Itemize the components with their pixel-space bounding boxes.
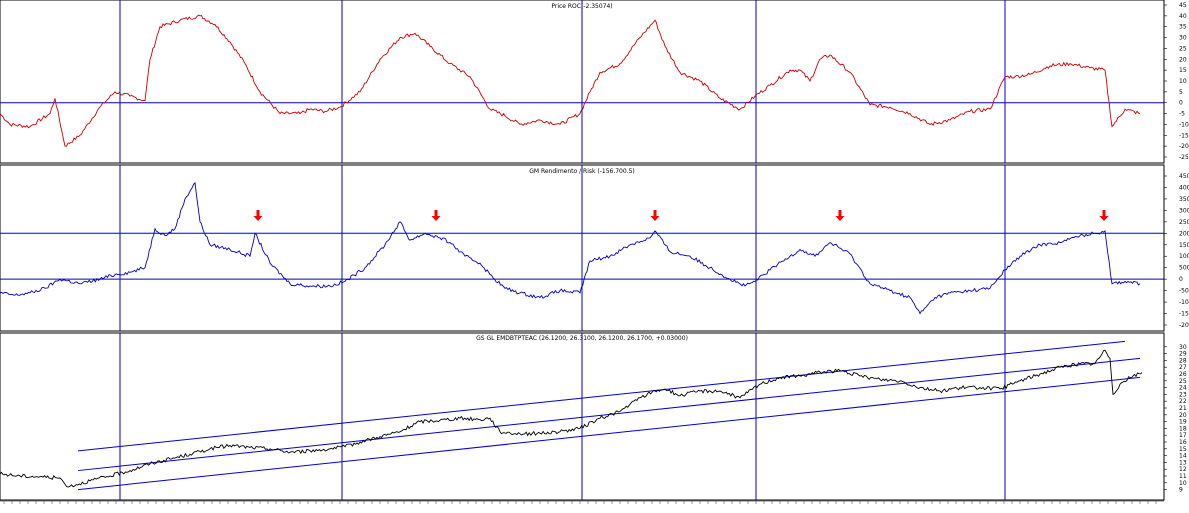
y-tick-label: 20 [1179,56,1187,63]
y-tick-label: 40 [1179,13,1187,20]
y-tick-label: 30 [1179,35,1187,42]
y-tick-label: 35 [1179,24,1187,31]
y-tick-label: 12 [1179,466,1187,473]
y-tick-label: 0 [1179,276,1183,283]
y-tick-label: -25 [1179,154,1189,161]
series-layer [0,14,1143,488]
tick-layer: 45 40 35 30 25 20 15 10 5 0 -5 -10 -15 -20 -25 4500 4000… [1164,2,1189,494]
y-tick-label: 25 [1179,378,1187,385]
y-tick-label: 19 [1179,419,1187,426]
x-axis [0,500,1164,504]
y-tick-label: 5 [1179,89,1183,96]
peak-marker-arrow [650,210,660,221]
y-tick-label: 9 [1179,487,1183,494]
y-tick-label: 13 [1179,459,1187,466]
y-tick-label: 10 [1179,480,1187,487]
y-tick-label: 17 [1179,432,1187,439]
peak-marker-arrow [431,210,441,221]
y-tick-label: 24 [1179,385,1187,392]
y-tick-label: 14 [1179,453,1187,460]
y-tick-label: 28 [1179,357,1187,364]
series-line [0,14,1141,147]
y-tick-label: 1000 [1179,253,1189,260]
series-line [0,181,1141,315]
y-tick-label: 2500 [1179,219,1189,226]
series-line [0,349,1143,488]
peak-marker-arrow [835,210,845,221]
y-tick-label: -1500 [1179,311,1189,318]
y-tick-label: 15 [1179,67,1187,74]
y-tick-label: 23 [1179,391,1187,398]
y-tick-label: -2000 [1179,322,1189,329]
y-tick-label: 18 [1179,425,1187,432]
y-tick-label: 500 [1179,265,1189,272]
y-tick-label: -20 [1179,143,1189,150]
y-tick-label: 10 [1179,78,1187,85]
y-tick-label: 1500 [1179,242,1189,249]
y-tick-label: 16 [1179,439,1187,446]
y-tick-label: 30 [1179,344,1187,351]
y-tick-label: 45 [1179,2,1187,9]
trend-channel-line [77,376,1141,491]
y-tick-label: -5 [1179,111,1185,118]
trend-channel-line [77,340,1126,452]
y-tick-label: -15 [1179,132,1189,139]
y-tick-label: 2000 [1179,230,1189,237]
y-tick-label: -10 [1179,121,1189,128]
y-tick-label: 15 [1179,446,1187,453]
peak-marker-arrow [253,210,263,221]
peak-marker-arrow [1099,210,1109,221]
y-tick-label: 20 [1179,412,1187,419]
y-tick-label: 4500 [1179,173,1189,180]
y-tick-label: 3000 [1179,207,1189,214]
y-tick-label: -500 [1179,288,1189,295]
y-tick-label: 25 [1179,45,1187,52]
y-tick-label: 11 [1179,473,1187,480]
y-tick-label: 21 [1179,405,1187,412]
y-tick-label: 22 [1179,398,1187,405]
y-tick-label: 27 [1179,364,1187,371]
y-tick-label: 4000 [1179,184,1189,191]
y-tick-label: -1000 [1179,299,1189,306]
y-tick-label: 29 [1179,351,1187,358]
y-tick-label: 3500 [1179,196,1189,203]
y-tick-label: 26 [1179,371,1187,378]
y-tick-label: 0 [1179,100,1183,107]
